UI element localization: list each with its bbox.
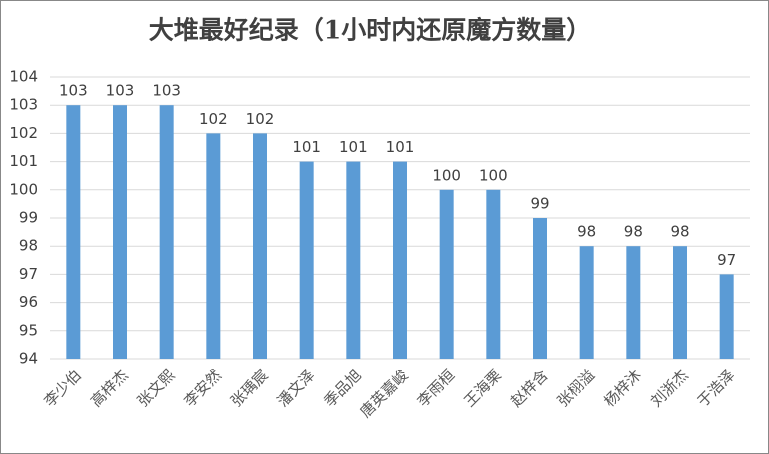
y-tick-label: 101 [9,152,38,170]
y-tick-label: 94 [19,350,38,368]
data-label: 98 [624,223,643,241]
y-tick-label: 96 [19,293,38,311]
bar [206,133,221,359]
data-label: 102 [199,110,228,128]
chart-title: 大堆最好纪录（1小时内还原魔方数量） [149,16,591,45]
data-label: 97 [717,251,736,269]
data-label: 103 [106,82,135,100]
y-tick-label: 100 [9,180,38,198]
bar [346,161,361,359]
y-tick-label: 103 [9,96,38,114]
bar [393,161,407,359]
bar [299,161,314,359]
bar [486,189,501,359]
data-label: 99 [530,195,549,213]
bar [673,246,687,359]
bar [439,189,454,359]
y-tick-label: 97 [19,265,38,283]
bar [533,218,547,359]
data-label: 103 [152,82,181,100]
data-label: 98 [577,223,596,241]
bar [66,105,81,359]
y-tick-label: 99 [19,209,38,227]
y-tick-label: 104 [9,68,38,86]
bar [719,274,734,359]
bar [579,246,594,359]
data-label: 100 [432,166,461,184]
data-label: 101 [339,138,368,156]
y-tick-label: 98 [19,237,38,255]
data-label: 101 [292,138,321,156]
data-label: 98 [670,223,689,241]
y-tick-label: 102 [9,124,38,142]
bar [159,105,174,359]
data-label: 100 [479,166,508,184]
y-tick-label: 95 [19,321,38,339]
bar [253,133,267,359]
bar [626,246,641,359]
data-label: 103 [59,82,88,100]
bar [113,105,127,359]
data-label: 101 [386,138,415,156]
data-label: 102 [246,110,275,128]
